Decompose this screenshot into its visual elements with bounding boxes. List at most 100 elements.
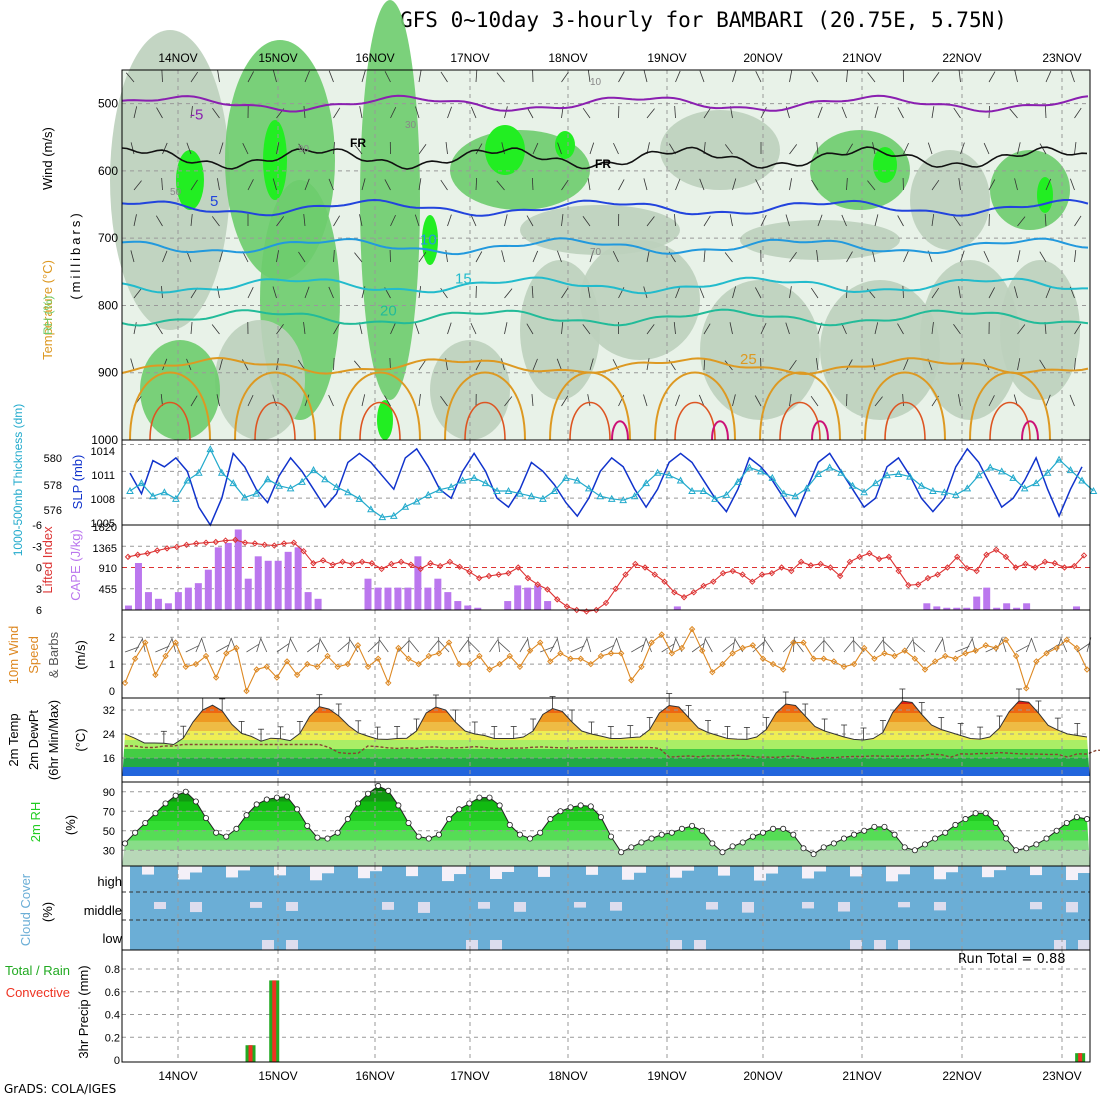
cloud-cell (1054, 940, 1066, 950)
cloud-cell (670, 866, 682, 878)
thickness-point (481, 479, 490, 487)
cloud-cell (1066, 866, 1078, 881)
temperature-contour (121, 94, 1089, 113)
wind-barb (304, 178, 310, 191)
wind-barb (155, 215, 163, 227)
wind-speed-point (607, 650, 615, 657)
wind-barb (276, 643, 290, 653)
cloud-cell (1030, 902, 1042, 910)
lifted-index-point (427, 560, 434, 567)
cloud-cell (358, 866, 370, 879)
thickness-point (424, 490, 433, 498)
thickness-tick-label: 578 (44, 480, 62, 492)
rh-point (911, 847, 918, 854)
x-tick-label-bottom: 15NOV (258, 1069, 297, 1083)
lifted-index-point (866, 550, 873, 557)
lifted-index-point (261, 541, 268, 549)
wind-speed-point (891, 652, 898, 660)
rh-region-high (555, 131, 575, 159)
lifted-index-point (797, 558, 805, 566)
wind-barb (1045, 286, 1051, 299)
cape-bar (544, 601, 552, 610)
wind-barb (333, 107, 341, 119)
wind-speed-point (395, 644, 402, 652)
wind-barb (190, 71, 199, 83)
wind-barb (298, 251, 306, 263)
wind-barb (983, 359, 990, 371)
lifted-index-point (1002, 553, 1010, 561)
cape-bar (304, 592, 312, 610)
rh-point (800, 845, 807, 852)
wind-barb (272, 286, 277, 299)
wind-speed-point (1083, 666, 1091, 673)
x-tick-label-top: 18NOV (548, 51, 587, 65)
wind-speed-point (577, 655, 584, 662)
wind-barb (161, 69, 163, 83)
wind-speed-point (212, 674, 220, 681)
wind-speed-point (759, 655, 767, 662)
wind-barb (328, 178, 334, 191)
wind-barb (1009, 108, 1018, 119)
wind-speed-point (729, 650, 736, 657)
wind-barb (440, 287, 448, 299)
wind-barb (219, 250, 224, 263)
wind-speed-point (648, 639, 655, 646)
wind-barb (272, 178, 277, 191)
cape-bar (234, 529, 242, 610)
wind-barb (289, 638, 298, 653)
y-tick-label: 600 (98, 164, 118, 178)
wind-speed-point (172, 639, 179, 646)
rh-region-high (176, 150, 204, 210)
rh-point (516, 831, 523, 838)
thickness-point (906, 472, 914, 480)
cloud-cell (1066, 902, 1078, 913)
thickness-point (194, 468, 203, 476)
cloud-cell (874, 940, 886, 950)
rh-point (678, 825, 685, 832)
wind-barb (760, 322, 767, 335)
wind-barb (498, 641, 511, 653)
thickness-point (126, 486, 134, 494)
cape-bar (264, 560, 272, 610)
rh-region-high (873, 147, 897, 183)
wind-speed-point (1023, 685, 1030, 692)
wind-barb (810, 287, 819, 299)
wind-barb (418, 394, 421, 407)
wind-speed-point (810, 655, 817, 662)
wind-barb (675, 178, 681, 191)
cloud-cell (178, 866, 190, 880)
lifted-index-point (953, 553, 961, 561)
rh-point (446, 816, 453, 823)
rh-band (122, 850, 1090, 866)
thickness-point (642, 479, 650, 487)
slp-tick-label: 1005 (91, 518, 115, 530)
wind-barb (540, 646, 555, 653)
y-tick-label: 800 (98, 298, 118, 312)
wind-barb (897, 215, 904, 227)
lifted-index-point (1012, 564, 1019, 571)
wind-barb (418, 70, 422, 83)
wind-barb (1074, 215, 1082, 227)
wind-barb (1070, 178, 1075, 191)
wind-speed-point (344, 660, 351, 668)
wind-barb (297, 359, 306, 371)
wind-barb (988, 395, 995, 407)
wind-tick-label: 1 (109, 659, 115, 671)
rh-point (689, 822, 696, 829)
temp-tick-label: 16 (103, 753, 115, 765)
temperature-contour (759, 371, 841, 441)
thickness-point (917, 481, 926, 489)
wind-barb (1025, 637, 1032, 653)
precip-unit-label: 3hr Precip (mm) (76, 965, 91, 1058)
cloud-cell (322, 866, 334, 874)
cape-bar (154, 598, 162, 610)
wind10m-panel: 0 1 2 10m Wind Speed & Barbs (m/s) (6, 609, 1092, 699)
lifted-index-point (856, 553, 863, 561)
thickness-point (435, 485, 444, 493)
cape-bar (524, 587, 532, 610)
thickness-point (263, 475, 272, 483)
wind-barb (130, 250, 135, 263)
thickness-point (252, 489, 261, 497)
rh-point (334, 829, 341, 836)
cape-bar (174, 592, 182, 610)
